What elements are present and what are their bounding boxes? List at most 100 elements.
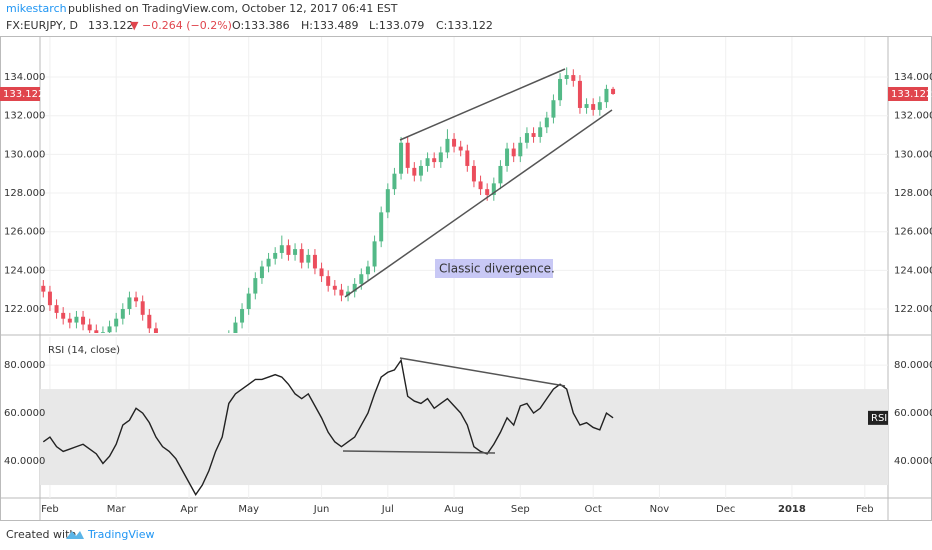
y-tick-label: 40.0000 [894, 456, 932, 467]
x-tick-label: Nov [650, 504, 670, 515]
y-tick-label: 134.000 [894, 72, 932, 83]
open: O:133.386 [232, 19, 290, 32]
candle-body [54, 305, 59, 313]
x-tick-label: Dec [716, 504, 735, 515]
candle-body [253, 278, 258, 294]
candle-body [385, 189, 390, 213]
candle-body [584, 104, 589, 108]
x-tick-label: May [238, 504, 259, 515]
candle-body [531, 133, 536, 137]
candle-body [491, 183, 496, 195]
candle-body [293, 249, 298, 255]
candle-body [551, 100, 556, 118]
candle-body [372, 241, 377, 267]
candle-body [518, 142, 523, 157]
candle-body [379, 212, 384, 242]
trendline [342, 450, 496, 454]
candle-body [412, 167, 417, 176]
footer-created: Created with [6, 528, 76, 541]
x-tick-label: Jul [381, 504, 394, 515]
rsi-line [42, 358, 614, 496]
candle-body [339, 289, 344, 296]
candle-body [346, 291, 351, 296]
candle-body [120, 309, 125, 319]
candle-body [558, 78, 563, 101]
candle-body [458, 146, 463, 151]
candle-body [352, 283, 357, 292]
candle-body [425, 158, 430, 166]
candle-body [134, 297, 139, 302]
candle-body [100, 332, 105, 333]
author[interactable]: mikestarch [6, 2, 67, 15]
candle-body [47, 291, 52, 306]
x-tick-label: Oct [585, 504, 602, 515]
last-price-label: 133.122 [3, 89, 44, 100]
low: L:133.079 [369, 19, 424, 32]
candle-body [359, 274, 364, 284]
candle-body [306, 254, 311, 263]
candle-body [94, 330, 99, 333]
change: −0.264 (−0.2%) [142, 19, 232, 32]
candle-body [127, 297, 132, 310]
candle-body [498, 165, 503, 184]
x-tick-label: Feb [41, 504, 59, 515]
x-tick-label: 2018 [778, 504, 806, 515]
y-tick-label: 122.000 [4, 304, 45, 315]
candle-body [418, 165, 423, 176]
last: 133.122 [88, 19, 134, 32]
candle-body [524, 133, 529, 143]
candle-body [604, 88, 609, 103]
y-tick-label: 122.000 [894, 304, 932, 315]
candle-body [471, 165, 476, 182]
candle-body [332, 285, 337, 290]
candle-body [326, 276, 331, 286]
candle-body [544, 117, 549, 128]
candle-body [240, 309, 245, 323]
y-tick-label: 80.0000 [4, 360, 45, 371]
candle-body [299, 249, 304, 263]
candle-body [611, 88, 616, 94]
last-price-label: 133.122 [891, 89, 932, 100]
candle-body [438, 152, 443, 163]
candle-body [114, 318, 119, 327]
y-tick-label: 132.000 [4, 111, 45, 122]
annotation: Classic divergence. [439, 262, 555, 276]
candle-body [319, 268, 324, 277]
candle-body [87, 324, 92, 331]
y-tick-label: 130.000 [894, 149, 932, 160]
symbol: FX:EURJPY, D [6, 19, 78, 32]
candle-body [140, 301, 145, 315]
y-tick-label: 134.000 [4, 72, 45, 83]
x-tick-label: Mar [107, 504, 127, 515]
high: H:133.489 [301, 19, 358, 32]
candle-body [81, 316, 86, 325]
drawings [342, 68, 613, 454]
candle-body [147, 314, 152, 329]
x-tick-label: Apr [180, 504, 198, 515]
y-tick-label: 40.0000 [4, 456, 45, 467]
close: C:133.122 [436, 19, 493, 32]
y-tick-label: 60.0000 [894, 408, 932, 419]
candle-body [597, 102, 602, 110]
candle-body [577, 80, 582, 108]
candle-body [505, 148, 510, 166]
trendline [399, 68, 566, 141]
candle-body [591, 104, 596, 110]
candle-body [392, 173, 397, 190]
candle-body [485, 189, 490, 195]
rsi-pane [40, 337, 888, 498]
candle-body [286, 245, 291, 255]
candle-body [246, 293, 251, 310]
x-tick-label: Feb [856, 504, 874, 515]
x-tick-label: Jun [313, 504, 330, 515]
y-tick-label: 80.0000 [894, 360, 932, 371]
y-tick-label: 60.0000 [4, 408, 45, 419]
candle-body [74, 316, 79, 323]
legend-entry: RSI [871, 413, 887, 424]
y-tick-label: 128.000 [4, 188, 45, 199]
last-price-badge [0, 86, 40, 101]
footer-brand[interactable]: TradingView [87, 528, 154, 541]
candle-body [445, 138, 450, 153]
candle-body [564, 75, 569, 79]
axes: Feb Mar Apr May Jun Jul Aug Sep Oct Nov Dec 2018 Feb… [0, 72, 932, 515]
